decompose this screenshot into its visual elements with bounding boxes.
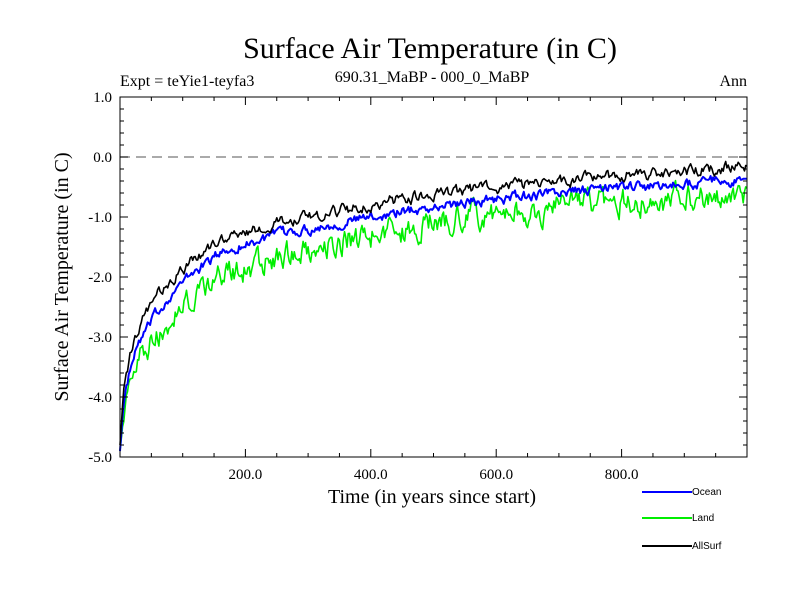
series-line-allsurf [119,160,748,446]
y-tick-label: -4.0 [88,390,112,406]
y-tick-label: -1.0 [88,210,112,226]
plot-frame [119,96,748,458]
legend-label-allsurf: AllSurf [692,541,722,552]
series-line-ocean [119,175,747,452]
x-tick-label: 200.0 [229,467,263,483]
y-tick-label: -2.0 [88,270,112,286]
plot-area: 200.0 400.0 600.0 800.0 1.0 0.0 -1.0 -2.0 -3.0 -4… [88,90,748,483]
legend: Ocean Land AllSurf [642,487,722,552]
chart-title: Surface Air Temperature (in C) [243,32,617,65]
series-line-land [119,179,748,452]
x-tick-label: 400.0 [354,467,388,483]
experiment-label: Expt = teYie1-teyfa3 [120,73,254,90]
x-tick-label: 800.0 [605,467,639,483]
y-tick-label: 1.0 [93,90,112,106]
series-group [119,160,748,452]
y-tick-label: -5.0 [88,450,112,466]
y-tick-label: -3.0 [88,330,112,346]
legend-label-ocean: Ocean [692,487,721,498]
legend-label-land: Land [692,513,714,524]
x-axis-label: Time (in years since start) [328,486,536,508]
axis-ticks: 200.0 400.0 600.0 800.0 1.0 0.0 -1.0 -2.0 -3.0 -4… [88,90,747,483]
time-range-label: 690.31_MaBP - 000_0_MaBP [335,69,530,86]
x-tick-label: 600.0 [479,467,513,483]
y-tick-label: 0.0 [93,150,112,166]
y-axis-label: Surface Air Temperature (in C) [51,152,73,401]
season-label: Ann [719,73,747,90]
